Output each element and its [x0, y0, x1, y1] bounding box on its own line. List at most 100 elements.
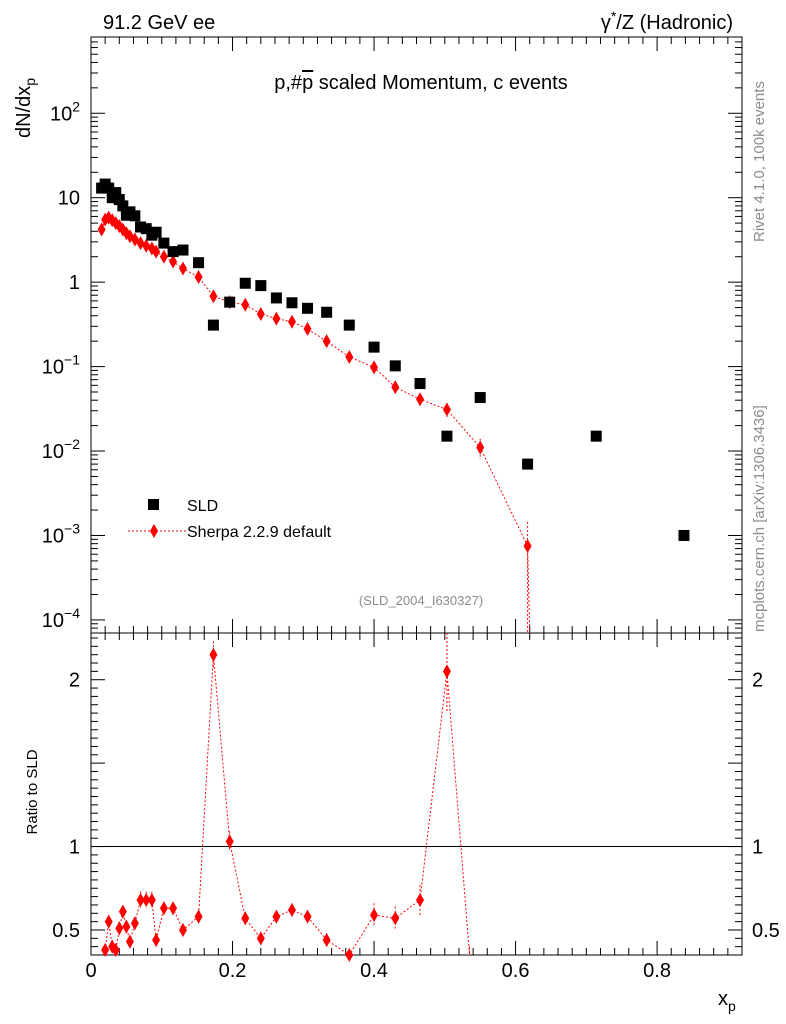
ratio-point: [118, 904, 127, 919]
y-tick-label-ratio-left: 1: [69, 837, 80, 859]
mcplots-label: mcplots.cern.ch [arXiv:1306.3436]: [751, 405, 768, 632]
y-tick-label-main: 10−1: [42, 352, 80, 379]
mc-point: [209, 289, 218, 304]
data-point: [590, 430, 602, 442]
ratio-point: [147, 892, 156, 907]
main-ylabel: dN/dxp: [13, 78, 38, 138]
ratio-line: [104, 654, 471, 956]
header-right: γ*/Z (Hadronic): [601, 8, 733, 34]
x-tick-label: 0.4: [360, 960, 388, 982]
y-tick-label-main: 1: [69, 272, 80, 294]
data-point: [522, 458, 534, 470]
data-series-layer: [96, 178, 690, 541]
y-tick-label-main: 102: [50, 98, 80, 125]
ratio-point: [130, 916, 139, 931]
ratio-point: [416, 892, 425, 907]
data-point: [239, 277, 251, 289]
data-point: [255, 280, 267, 292]
ratio-point: [125, 934, 134, 949]
y-tick-label-ratio-left: 2: [69, 670, 80, 692]
data-point: [207, 319, 219, 331]
main-plot-frame: [90, 36, 743, 634]
ratio-point: [345, 948, 354, 962]
header-left: 91.2 GeV ee: [103, 12, 215, 34]
legend: SLD Sherpa 2.2.9 default: [128, 498, 332, 541]
mc-point: [442, 402, 451, 417]
data-point: [224, 296, 236, 308]
ratio-point: [287, 902, 296, 917]
data-point: [474, 392, 486, 404]
analysis-tag: (SLD_2004_I630327): [359, 593, 483, 608]
ratio-point: [442, 664, 451, 679]
mc-point: [178, 261, 187, 276]
legend-mc-label: Sherpa 2.2.9 default: [187, 524, 332, 541]
data-point: [158, 237, 170, 249]
ratio-series-layer: [101, 633, 471, 962]
data-point: [389, 360, 401, 372]
mc-series-layer: [97, 210, 532, 634]
ratio-point: [391, 911, 400, 926]
mc-point: [416, 392, 425, 407]
ratio-point: [303, 909, 312, 924]
y-tick-label-ratio-right: 2: [752, 670, 763, 692]
data-point: [286, 297, 298, 309]
mc-point: [322, 334, 331, 349]
data-point: [167, 246, 179, 258]
mc-point: [476, 440, 485, 455]
mc-point: [303, 321, 312, 336]
y-tick-label-main: 10−2: [42, 436, 80, 463]
ratio-point: [111, 942, 120, 957]
mc-point: [345, 349, 354, 364]
ratio-point: [322, 932, 331, 947]
data-point: [150, 226, 162, 238]
data-point: [193, 257, 205, 269]
axes-layer: 0 0.2 0.4 0.6 0.8 10−4 10−3 10−2 10−1 1 10 102 0.5 0.…: [42, 36, 780, 982]
data-point: [140, 223, 152, 235]
mc-point: [169, 254, 178, 269]
ratio-point: [122, 919, 131, 934]
legend-data-label: SLD: [187, 498, 218, 515]
ratio-point: [272, 909, 281, 924]
data-point: [103, 182, 115, 194]
x-tick-label: 0.2: [219, 960, 247, 982]
x-tick-label: 0: [85, 960, 96, 982]
rivet-label: Rivet 4.1.0, 100k events: [751, 81, 768, 242]
data-point: [343, 319, 355, 331]
data-point: [113, 194, 125, 206]
ratio-point: [152, 932, 161, 947]
mc-point: [523, 539, 532, 554]
ratio-point: [159, 901, 168, 916]
ratio-ylabel: Ratio to SLD: [24, 749, 41, 834]
data-point: [270, 292, 282, 304]
ratio-point: [115, 921, 124, 936]
ratio-point: [104, 914, 113, 929]
y-tick-label-ratio-right: 1: [752, 837, 763, 859]
data-point: [135, 221, 147, 233]
y-tick-label-main: 10: [58, 188, 80, 210]
data-point: [110, 187, 122, 199]
ratio-point: [142, 892, 151, 907]
mc-point: [272, 311, 281, 326]
ratio-point: [101, 942, 110, 957]
mc-point: [391, 380, 400, 395]
ratio-point: [225, 834, 234, 849]
data-point: [302, 302, 314, 314]
ratio-point: [256, 931, 265, 946]
y-tick-label-main: 10−4: [42, 605, 80, 632]
data-point: [117, 200, 129, 212]
ratio-point: [209, 647, 218, 662]
mc-point: [370, 360, 379, 375]
mc-point: [97, 222, 106, 237]
mc-point: [194, 270, 203, 285]
ratio-plot-frame: [90, 632, 743, 956]
data-point: [678, 529, 690, 541]
mc-point: [152, 244, 161, 259]
y-tick-label-ratio-right: 0.5: [752, 920, 780, 942]
ratio-point: [370, 907, 379, 922]
mc-point: [159, 249, 168, 264]
data-point: [441, 430, 453, 442]
data-point: [414, 378, 426, 390]
mc-point: [256, 306, 265, 321]
ratio-point: [194, 909, 203, 924]
